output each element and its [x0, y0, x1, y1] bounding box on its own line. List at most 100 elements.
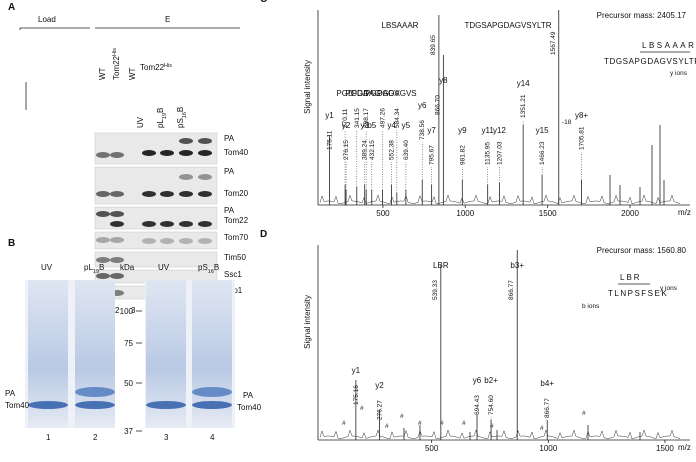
e-header-main: Tom22	[140, 63, 165, 72]
gel-band	[146, 401, 186, 409]
blot-band	[110, 257, 124, 263]
gel-band	[192, 401, 232, 409]
x-tick-label: 1000	[456, 209, 474, 218]
condition-label-suffix: B	[176, 107, 185, 112]
inset-ions: b ions	[582, 303, 600, 310]
peak-ion-label: PGD	[336, 89, 354, 98]
noise	[319, 429, 681, 440]
blot-strip	[94, 166, 218, 205]
band-label: PA	[243, 391, 254, 400]
marker-label: 75	[124, 339, 133, 348]
gel-band	[75, 401, 115, 409]
blot-band	[96, 152, 110, 158]
strain-label: WT	[98, 67, 107, 80]
condition-label: pL19B	[156, 108, 168, 128]
x-tick-label: 500	[376, 209, 390, 218]
peak-mz-label: 497.26	[379, 108, 386, 128]
blot-band	[160, 221, 174, 227]
condition-label: pS16B	[176, 107, 188, 128]
peak-mz-label: 866.77	[508, 280, 515, 300]
peak-ion-label: y1	[325, 111, 334, 120]
hash-mark: #	[418, 420, 422, 427]
peak-mz-label: 1567.49	[550, 31, 557, 55]
lane-label-main: pL	[84, 263, 93, 272]
inset-ions: y ions	[670, 70, 688, 77]
lane-label-suffix: B	[214, 263, 219, 272]
strain-label: WT	[128, 67, 137, 80]
precursor: Precursor mass: 2405.17	[597, 11, 687, 20]
blot-band	[96, 237, 110, 243]
panel-letter: A	[8, 2, 15, 13]
peak-mz-label: 276.15	[343, 140, 350, 160]
lane-number: 2	[93, 433, 98, 442]
peak-mz-label: 866.70	[434, 95, 441, 115]
marker-label: 37	[124, 427, 133, 436]
blot-band	[198, 238, 212, 244]
peak-mz-label: 981.82	[459, 145, 466, 165]
hash-mark: #	[582, 410, 586, 417]
group-label: Load	[38, 15, 56, 24]
precursor: Precursor mass: 1560.80	[597, 246, 687, 255]
peak-ion-label: y5	[402, 121, 411, 130]
condition-label-main: UV	[136, 116, 145, 128]
peak-ion-label: b2+	[484, 376, 498, 385]
band-label: Tom40	[237, 403, 262, 412]
blot-band	[142, 191, 156, 197]
blot-band	[198, 138, 212, 144]
x-axis-label: m/z	[678, 208, 691, 217]
strain-label-main: Tom22	[112, 55, 121, 80]
gel-band	[75, 387, 115, 397]
strain-label-main: WT	[98, 67, 107, 80]
blot-label: Tom20	[224, 189, 249, 198]
hash-mark: #	[490, 423, 494, 430]
marker-label: 50	[124, 379, 133, 388]
hash-mark: #	[440, 420, 444, 427]
gel-band	[192, 387, 232, 397]
inset-sequence: TLNPSFSEK	[608, 289, 668, 298]
lane-label-main: UV	[158, 263, 170, 272]
peak-ion-label: b5	[367, 121, 376, 130]
lane-label: pS16B	[198, 263, 219, 275]
blot-band	[198, 174, 212, 180]
condition-label-suffix: B	[156, 108, 165, 113]
peak-ion-label: y8+	[575, 111, 588, 120]
blot-label: Tom22	[224, 216, 249, 225]
x-tick-label: 1000	[539, 444, 557, 453]
peak-mz-label: 341.15	[354, 108, 361, 128]
y-axis-label: Signal intensity	[303, 60, 312, 114]
blot-band	[160, 191, 174, 197]
peak-mz-label: 1705.81	[579, 126, 586, 150]
peak-mz-label: 1207.03	[496, 141, 503, 165]
hash-mark: #	[360, 405, 364, 412]
peak-mz-label: 738.56	[419, 120, 426, 140]
peak-mz-label: 270.11	[342, 108, 349, 128]
lane-label: UV	[41, 263, 53, 272]
lane-label: pL19B	[84, 263, 104, 275]
peak-ion-label: y9	[458, 126, 467, 135]
blot-band	[96, 191, 110, 197]
peak-mz-label: 552.38	[389, 140, 396, 160]
blot-label: Ssc1	[224, 270, 242, 279]
lane-label-sub: 19	[93, 269, 99, 275]
hash-mark: #	[385, 423, 389, 430]
peak-ion-label: b4+	[540, 379, 554, 388]
blot-band	[96, 257, 110, 263]
peak-ion-label: y12	[493, 126, 506, 135]
peak-mz-label: 389.24	[362, 140, 369, 160]
condition-label-main: pL	[156, 119, 165, 128]
blot-band	[110, 211, 124, 217]
x-axis-label: m/z	[678, 443, 691, 452]
blot-band	[160, 238, 174, 244]
loss-label: -18	[562, 119, 572, 126]
peak-ion-label: PGDA	[345, 89, 368, 98]
hash-mark: #	[462, 420, 466, 427]
blot-strip	[94, 251, 218, 268]
peak-mz-label: 276.27	[376, 400, 383, 420]
blot-band	[179, 221, 193, 227]
blot-band	[110, 152, 124, 158]
strain-label-main: WT	[128, 67, 137, 80]
panel-letter: B	[8, 238, 15, 249]
gel-band	[28, 401, 68, 409]
lane-number: 1	[46, 433, 51, 442]
